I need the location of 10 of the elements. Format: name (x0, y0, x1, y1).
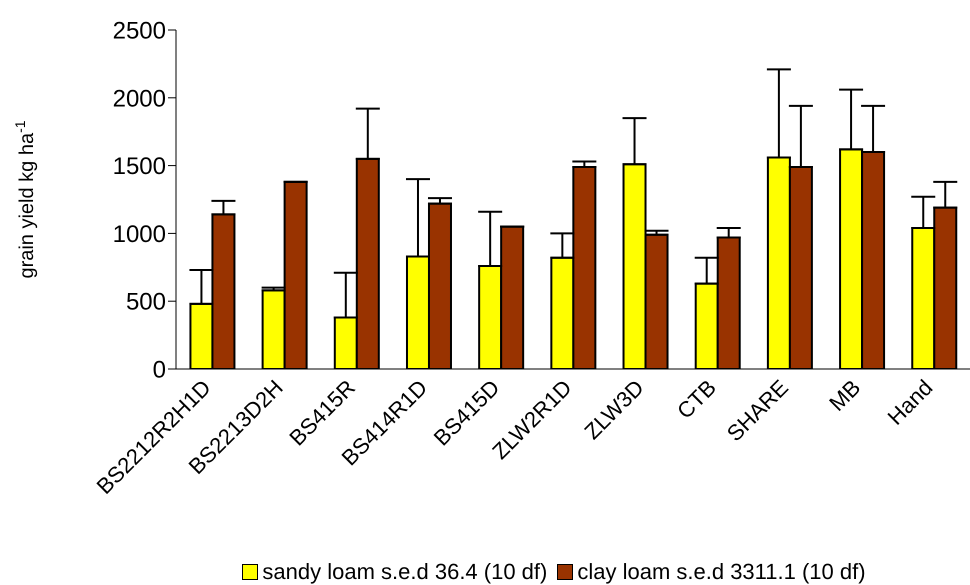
y-tick-label: 0 (152, 356, 166, 384)
legend-label: sandy loam s.e.d 36.4 (10 df) (261, 559, 548, 585)
y-tick-label: 2000 (112, 85, 166, 112)
y-tick-label: 2500 (112, 18, 166, 45)
x-tick-label: MB (824, 374, 866, 416)
y-tick-label: 1000 (112, 220, 166, 248)
y-tick-label: 1500 (112, 153, 166, 180)
legend-label: clay loam s.e.d 3311.1 (10 df) (576, 559, 866, 585)
x-tick-label: CTB (672, 374, 721, 424)
y-tick-label: 500 (126, 288, 166, 316)
